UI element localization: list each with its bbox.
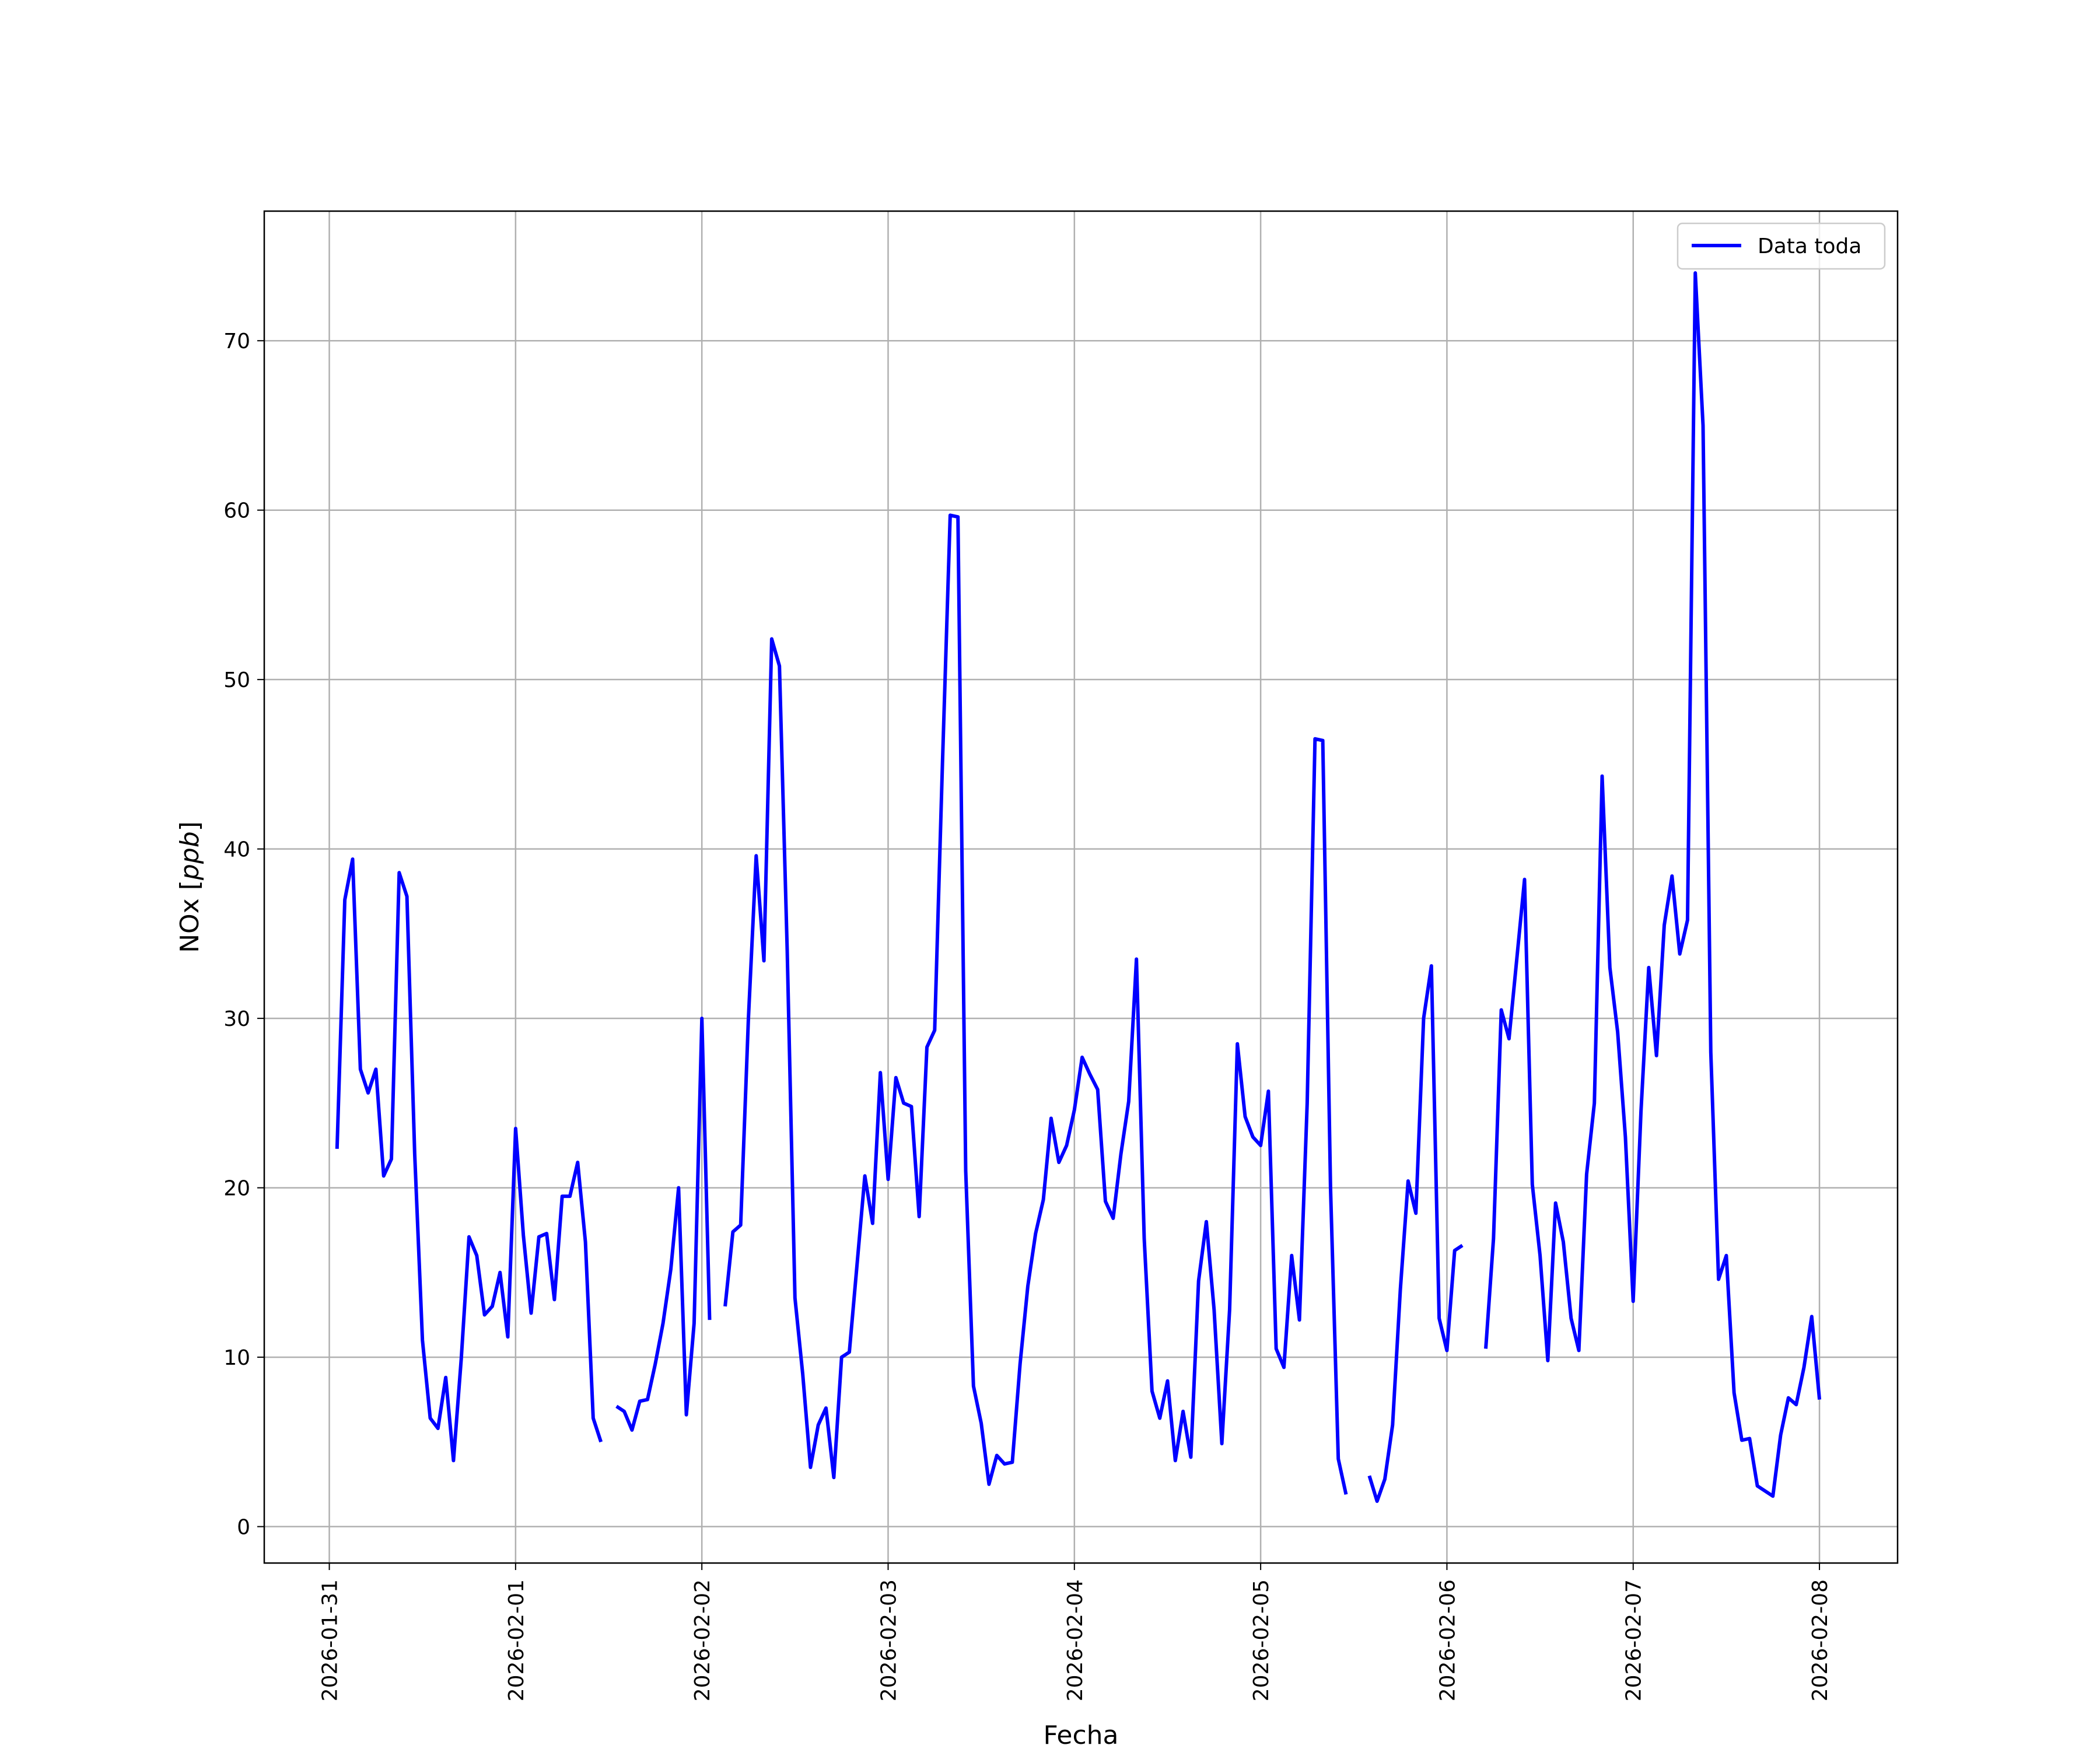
y-tick-label: 60 bbox=[223, 499, 250, 523]
x-tick-label: 2026-02-05 bbox=[1250, 1579, 1273, 1701]
y-tick-label: 70 bbox=[223, 330, 250, 353]
x-tick-label: 2026-02-02 bbox=[691, 1579, 715, 1701]
series-data-toda bbox=[335, 271, 1822, 1503]
y-tick-label: 40 bbox=[223, 838, 250, 862]
x-tick-label: 2026-02-08 bbox=[1808, 1579, 1832, 1701]
x-tick-label: 2026-02-03 bbox=[877, 1579, 901, 1701]
grid-lines bbox=[264, 211, 1898, 1563]
legend: Data toda bbox=[1676, 222, 1886, 270]
x-axis-ticks: 2026-01-31 2026-02-01 2026-02-02 2026-02-03… bbox=[318, 1563, 1832, 1701]
x-tick-label: 2026-02-07 bbox=[1622, 1579, 1646, 1701]
x-tick-label: 2026-02-01 bbox=[505, 1579, 528, 1701]
y-tick-label: 0 bbox=[237, 1516, 250, 1540]
series-line-segment bbox=[335, 857, 603, 1463]
series-line-segment bbox=[723, 513, 1348, 1495]
series-line-segment bbox=[1484, 271, 1822, 1498]
x-tick-label: 2026-01-31 bbox=[318, 1579, 342, 1701]
y-axis-label-text: NOx [ bbox=[175, 880, 205, 953]
x-axis-label: Fecha bbox=[1043, 1721, 1118, 1750]
y-tick-label: 30 bbox=[223, 1007, 250, 1031]
y-axis-label: NOx [ppb] bbox=[175, 821, 205, 953]
y-tick-label: 50 bbox=[223, 668, 250, 692]
series-line-segment bbox=[615, 1017, 712, 1432]
y-tick-label: 20 bbox=[223, 1177, 250, 1201]
axes-frame bbox=[263, 210, 1899, 1564]
y-axis-label-close: ] bbox=[175, 821, 205, 831]
y-tick-label: 10 bbox=[223, 1346, 250, 1370]
y-axis-label-unit: ppb bbox=[175, 831, 205, 881]
legend-box bbox=[1676, 222, 1886, 270]
legend-label-data-toda: Data toda bbox=[1758, 234, 1861, 258]
x-tick-label: 2026-02-04 bbox=[1063, 1579, 1087, 1701]
x-tick-label: 2026-02-06 bbox=[1436, 1579, 1460, 1701]
y-axis-ticks: 0 10 20 30 40 50 60 70 bbox=[223, 330, 264, 1540]
series-line-segment bbox=[1367, 964, 1464, 1503]
